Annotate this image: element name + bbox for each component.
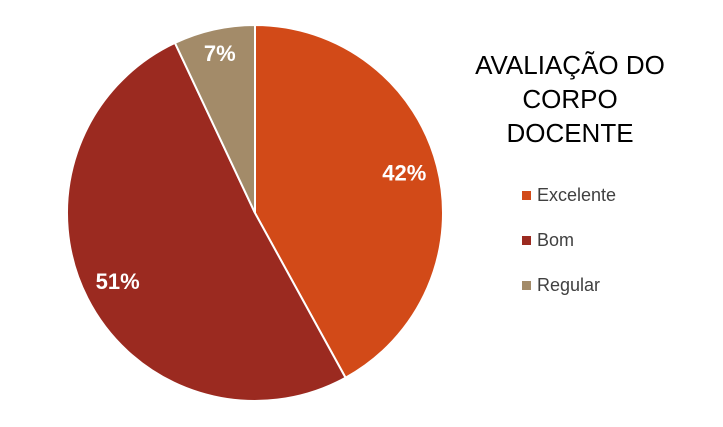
pie-slices (66, 23, 444, 402)
legend-swatch-regular (522, 280, 531, 290)
pie-slice-bom (66, 41, 347, 402)
pie-slice-regular (173, 23, 256, 214)
pie-slice-excelente (254, 23, 444, 380)
pie-slice-labels: 42% 51% 7% (96, 41, 427, 294)
slice-label-bom: 51% (96, 269, 140, 294)
legend-item-regular: Regular (522, 274, 616, 296)
legend-item-excelente: Excelente (522, 184, 616, 206)
chart-legend: Excelente Bom Regular (522, 184, 616, 319)
chart-title-line-1: AVALIAÇÃO DO (475, 50, 665, 80)
slice-label-regular: 7% (204, 41, 236, 66)
chart-title: AVALIAÇÃO DO CORPO DOCENTE (470, 48, 670, 150)
chart-title-line-2: CORPO DOCENTE (506, 84, 634, 148)
slice-label-excelente: 42% (382, 160, 426, 185)
legend-label-bom: Bom (537, 229, 575, 250)
legend-item-bom: Bom (522, 229, 616, 251)
legend-swatch-bom (522, 235, 531, 245)
legend-label-regular: Regular (537, 274, 601, 295)
legend-label-excelente: Excelente (537, 184, 617, 205)
legend-swatch-excelente (522, 190, 531, 200)
